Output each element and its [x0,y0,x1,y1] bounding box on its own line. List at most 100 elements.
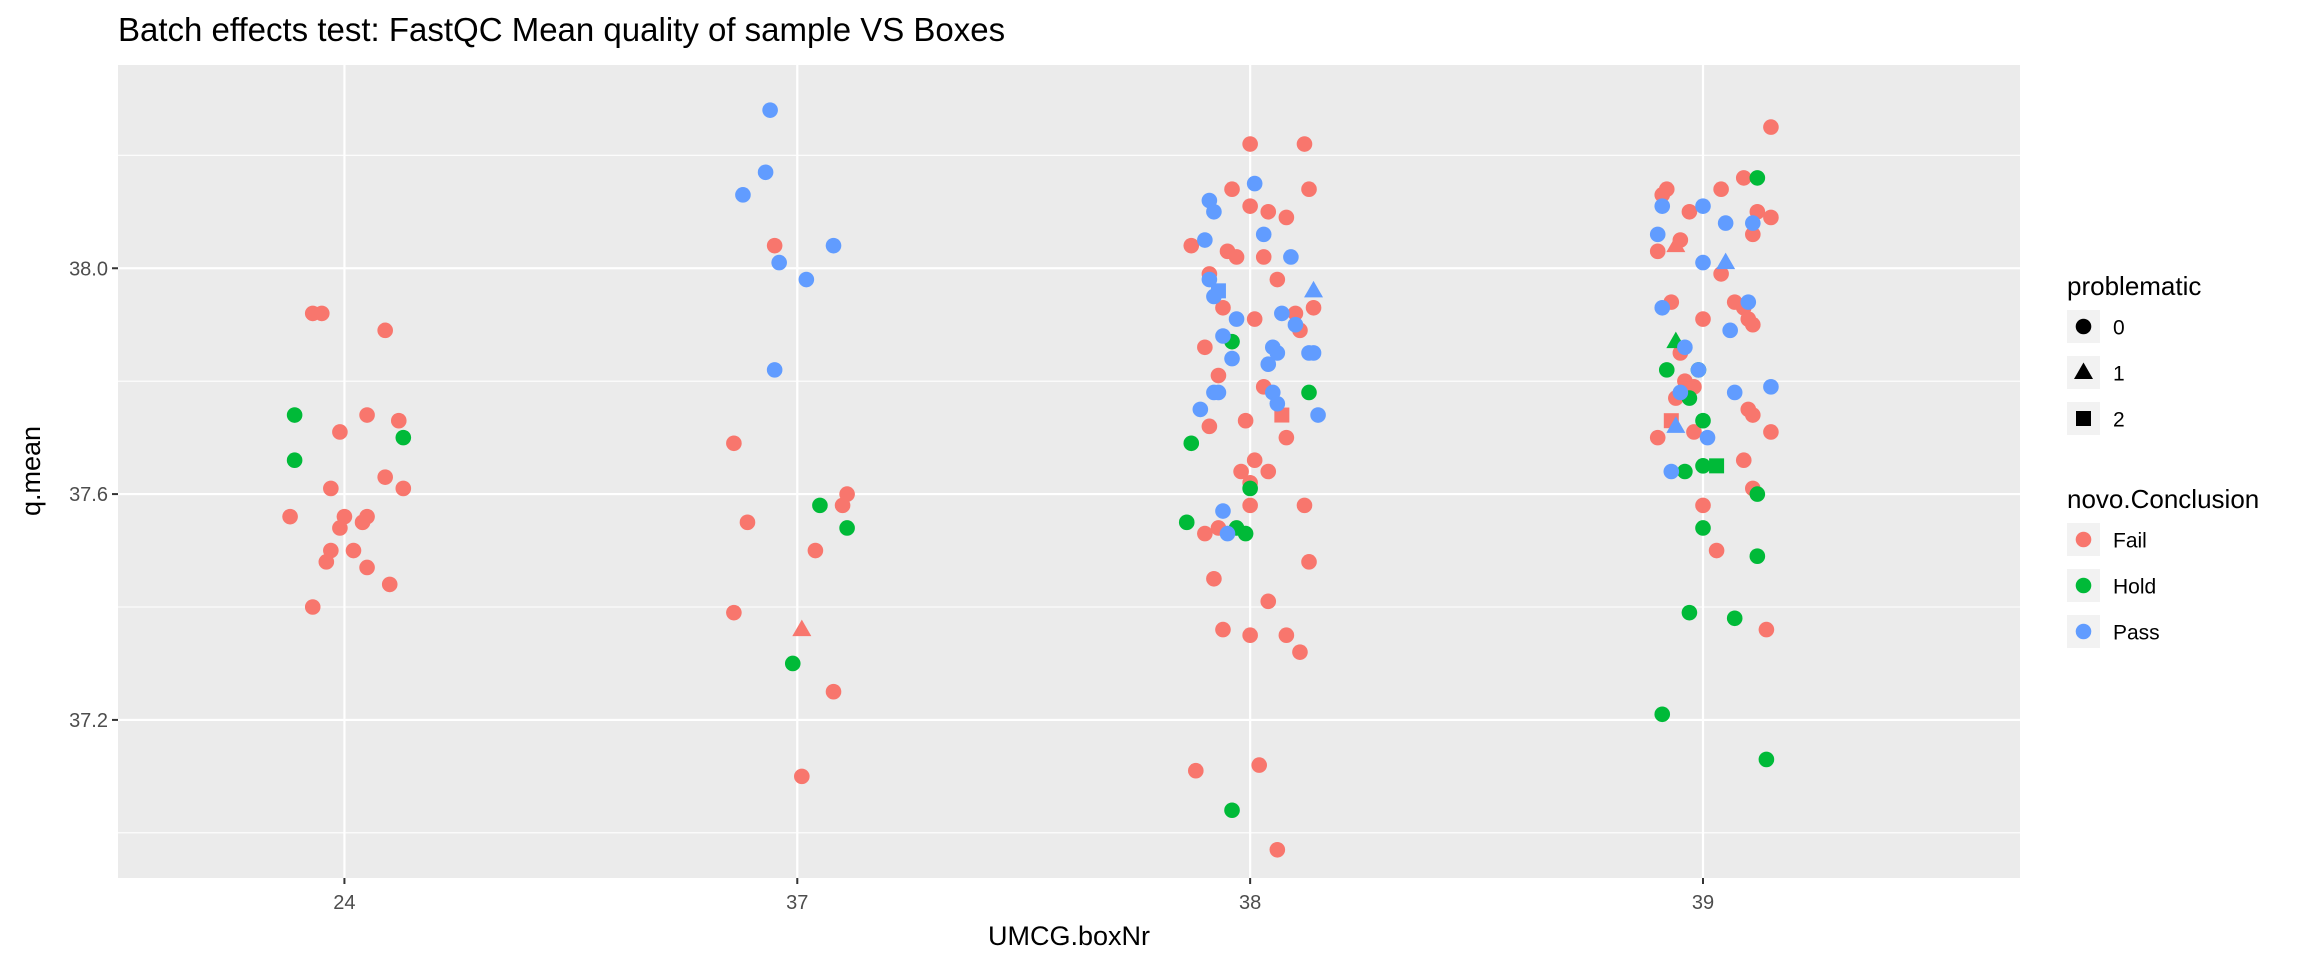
data-point-fail [1301,181,1317,198]
data-point-fail [1740,401,1757,418]
data-point-fail [1278,209,1295,226]
data-point-fail [1188,762,1204,779]
data-point-hold [1681,604,1698,621]
y-tick-label: 38.0 [69,258,108,280]
data-point-hold [286,452,303,469]
data-point-pass [766,362,783,378]
data-point-fail [359,559,375,576]
data-point-pass [1716,252,1736,270]
data-point-fail [1278,429,1295,446]
data-point-fail [332,424,348,440]
data-point-pass [1726,384,1743,401]
data-point-fail [1296,497,1313,514]
data-point-fail [1758,621,1775,638]
data-point-fail [1260,463,1277,480]
data-point-fail [807,542,824,559]
data-point-fail [377,322,393,339]
legend-title: problematic [2067,271,2201,301]
y-axis-title: q.mean [16,426,46,516]
data-point-fail [381,576,398,593]
data-point-pass [1192,401,1209,418]
data-point-hold [1726,610,1743,627]
data-point-pass [1717,215,1734,231]
data-point-fail [395,480,412,497]
data-point-pass [1210,384,1227,401]
data-point-hold [1658,362,1675,378]
data-point-hold [1749,548,1766,564]
data-point-fail [359,407,375,423]
legend-label: 0 [2113,317,2125,340]
data-point-fail [794,768,810,785]
data-point-pass [1255,226,1272,243]
x-tick-label: 37 [786,892,808,914]
chart-title: Batch effects test: FastQC Mean quality … [118,11,1005,48]
data-point-fail [1681,203,1698,220]
data-point-pass [1197,232,1213,248]
legend-label: Pass [2113,622,2160,645]
data-point-pass [1304,280,1324,298]
data-point-fail [726,604,742,621]
data-point-fail [1242,198,1258,214]
data-point-fail [377,469,393,485]
data-point-pass [825,237,842,254]
legend-key-triangle [2074,362,2093,379]
legend-key-square [2076,411,2091,426]
data-point-hold [1224,802,1240,819]
y-tick-label: 37.6 [69,484,108,506]
data-point-fail [1242,497,1258,514]
data-point-fail [313,305,330,322]
data-point-fail [1228,249,1245,265]
data-point-fail [1649,243,1666,260]
legend-key-pass [2075,623,2092,640]
data-point-pass [1695,254,1711,271]
data-point-hold [286,407,303,423]
data-point-pass [1210,283,1226,299]
data-point-hold [1242,480,1258,497]
data-point-fail [792,619,812,637]
x-tick-label: 38 [1239,892,1261,914]
data-point-fail [1745,316,1761,333]
data-point-fail [1242,136,1258,152]
data-point-fail [1713,266,1729,282]
legend-label: 1 [2113,363,2125,386]
legend-key-hold [2075,577,2092,594]
data-point-fail [354,514,371,531]
data-point-pass [1695,198,1711,214]
data-point-pass [1283,249,1299,265]
data-point-hold [1695,412,1711,429]
data-point-pass [1215,328,1231,344]
data-point-fail [1763,424,1779,440]
data-point-fail [1763,209,1779,226]
data-point-hold [812,497,828,514]
data-point-fail [1197,525,1213,542]
data-point-fail [1246,311,1263,327]
data-point-fail [766,237,783,254]
data-point-fail [1292,644,1308,660]
legend-key-fail [2075,531,2092,548]
data-point-pass [1206,203,1222,220]
plot-panel [118,65,2020,878]
data-point-fail [1296,136,1313,152]
data-point-hold [839,520,855,536]
data-point-pass [1269,345,1286,361]
data-point-hold [1749,170,1766,186]
legend-label: 2 [2113,409,2125,432]
data-point-fail [1251,757,1267,773]
legend-label: Hold [2113,576,2156,599]
data-point-fail [1183,237,1200,254]
data-point-pass [771,254,787,271]
data-point-fail [332,520,348,536]
data-point-fail [1269,271,1286,288]
data-point-hold [1301,384,1317,401]
data-point-fail [1246,452,1263,469]
data-point-pass [1246,175,1263,192]
data-point-fail [1649,429,1666,446]
data-point-pass [1677,339,1693,356]
data-point-fail [1658,181,1675,198]
data-point-pass [1219,525,1236,542]
data-point-fail [1735,170,1752,186]
data-point-fail [1287,305,1304,322]
data-point-hold [784,655,801,672]
data-point-fail [1269,841,1286,858]
